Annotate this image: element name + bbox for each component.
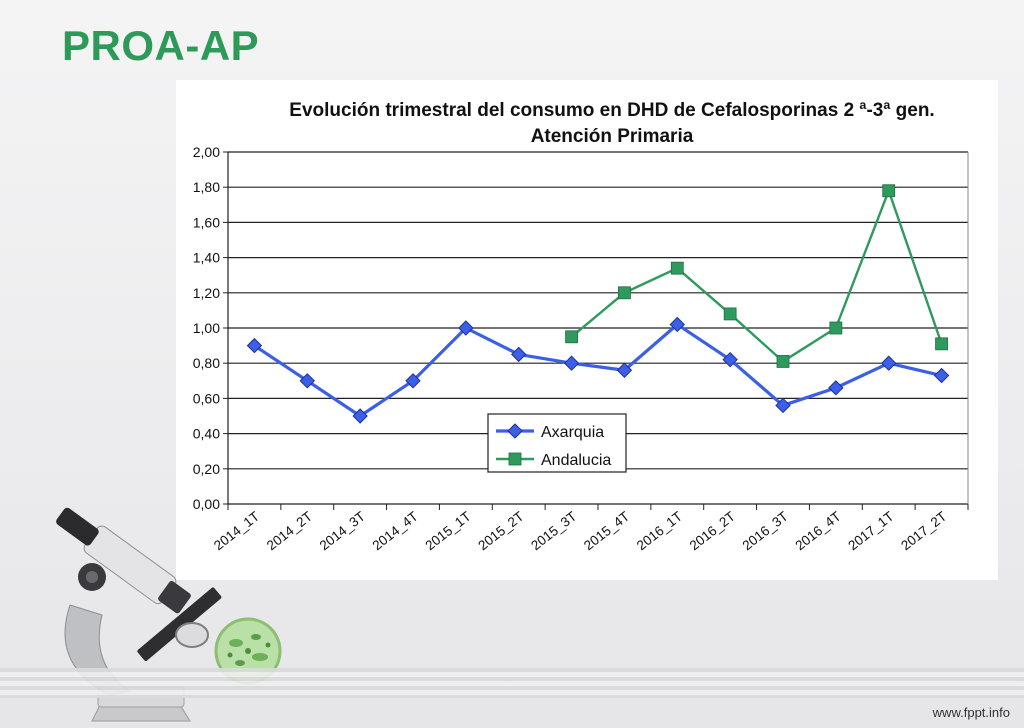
x-tick-label: 2016_4T bbox=[792, 509, 843, 554]
data-point-axarquia bbox=[458, 320, 474, 336]
legend-marker-axarquia bbox=[507, 423, 523, 439]
y-tick-label: 1,20 bbox=[193, 285, 220, 301]
data-point-andalucia bbox=[776, 355, 790, 368]
data-point-axarquia bbox=[563, 355, 580, 371]
legend-marker-andalucia bbox=[508, 452, 522, 466]
data-point-axarquia bbox=[775, 397, 791, 414]
x-tick-label: 2017_2T bbox=[898, 509, 949, 554]
data-point-andalucia bbox=[829, 321, 843, 335]
x-tick-label: 2015_1T bbox=[422, 509, 473, 554]
y-tick-label: 2,00 bbox=[193, 144, 220, 160]
legend: Axarquia Andalucia bbox=[487, 413, 627, 473]
x-tick-label: 2014_3T bbox=[317, 509, 368, 554]
data-point-axarquia bbox=[352, 408, 368, 424]
data-point-axarquia bbox=[405, 373, 421, 389]
data-point-axarquia bbox=[511, 346, 527, 363]
y-tick-label: 0,80 bbox=[193, 355, 220, 371]
legend-label-axarquia: Axarquia bbox=[541, 424, 604, 441]
y-tick-label: 0,40 bbox=[193, 426, 220, 442]
x-tick-label: 2015_4T bbox=[581, 509, 632, 554]
line-chart: Evolución trimestral del consumo en DHD … bbox=[193, 100, 969, 554]
footer-url: www.fppt.info bbox=[932, 705, 1010, 720]
series-layer bbox=[246, 184, 950, 424]
y-tick-label: 1,00 bbox=[193, 320, 220, 336]
x-tick-label: 2015_2T bbox=[475, 509, 526, 554]
x-tick-label: 2015_3T bbox=[528, 509, 579, 554]
grid-lines bbox=[223, 151, 969, 510]
x-tick-label: 2014_4T bbox=[370, 509, 421, 554]
x-tick-label: 2016_3T bbox=[740, 509, 791, 554]
x-tick-label: 2017_1T bbox=[845, 509, 896, 554]
data-point-axarquia bbox=[299, 373, 315, 389]
data-point-andalucia bbox=[618, 286, 631, 300]
data-point-axarquia bbox=[669, 316, 685, 333]
data-point-axarquia bbox=[828, 380, 844, 396]
data-point-andalucia bbox=[670, 261, 684, 275]
y-tick-label: 1,40 bbox=[193, 250, 220, 266]
y-tick-label: 1,80 bbox=[193, 179, 220, 195]
data-point-axarquia bbox=[246, 337, 263, 354]
chart-panel: Evolución trimestral del consumo en DHD … bbox=[176, 80, 998, 580]
data-point-axarquia bbox=[881, 355, 897, 371]
slide-title: PROA-AP bbox=[62, 22, 260, 69]
footer-stripes bbox=[0, 668, 1024, 698]
y-axis-ticks: 0,00 0,20 0,40 0,60 0,80 1,00 1,20 1,40 1,60 1,80… bbox=[193, 144, 220, 512]
y-tick-label: 0,20 bbox=[193, 461, 220, 477]
chart-title-line-2: Atención Primaria bbox=[531, 126, 694, 147]
y-tick-label: 0,00 bbox=[193, 496, 220, 512]
x-tick-label: 2016_1T bbox=[634, 509, 685, 554]
data-point-andalucia bbox=[723, 307, 737, 321]
data-point-axarquia bbox=[722, 351, 738, 368]
y-tick-label: 1,60 bbox=[193, 214, 220, 230]
bacteria-petri-icon bbox=[214, 617, 282, 685]
series-line-andalucia bbox=[570, 189, 943, 363]
y-tick-label: 0,60 bbox=[193, 390, 220, 406]
data-point-axarquia bbox=[616, 362, 633, 378]
chart-title-line-1: Evolución trimestral del consumo en DHD … bbox=[289, 100, 934, 121]
data-point-andalucia bbox=[935, 337, 948, 351]
series-line-axarquia bbox=[253, 322, 942, 418]
data-point-andalucia bbox=[882, 184, 896, 198]
data-point-andalucia bbox=[565, 330, 578, 344]
x-axis-ticks: 2014_1T 2014_2T 2014_3T 2014_4T 2015_1T 2015_… bbox=[211, 509, 949, 554]
microscope-icon bbox=[56, 507, 282, 722]
x-tick-label: 2016_2T bbox=[687, 509, 738, 554]
data-point-axarquia bbox=[933, 367, 950, 384]
legend-label-andalucia: Andalucia bbox=[541, 452, 611, 469]
